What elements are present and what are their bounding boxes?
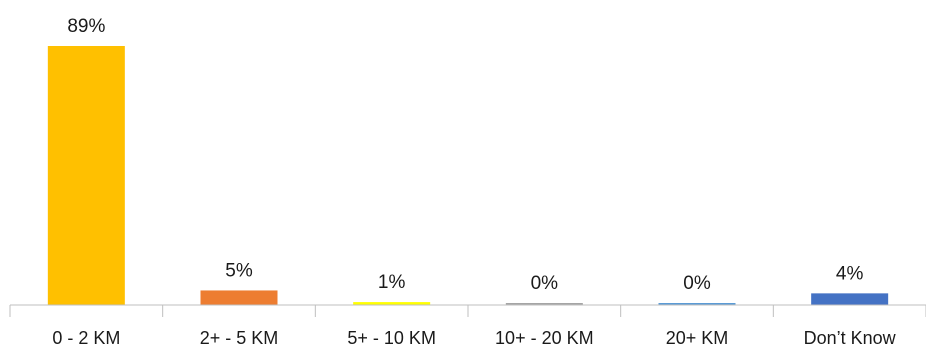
category-label: 10+ - 20 KM (495, 328, 594, 348)
bars-group (47, 46, 889, 305)
category-label: 20+ KM (666, 328, 729, 348)
category-label: 5+ - 10 KM (347, 328, 436, 348)
category-label: 0 - 2 KM (52, 328, 120, 348)
bar (353, 302, 431, 305)
data-label: 89% (67, 16, 105, 37)
value-labels-group: 89% 5% 1% 0% 0% 4% (67, 16, 863, 294)
bar (505, 303, 583, 305)
data-label: 1% (378, 272, 406, 293)
category-label: 2+ - 5 KM (200, 328, 279, 348)
bar (811, 293, 889, 305)
bar (200, 290, 278, 305)
bar (658, 303, 736, 305)
data-label: 5% (225, 260, 253, 281)
data-label: 4% (836, 263, 864, 284)
x-axis-ticks-group (9, 305, 926, 317)
data-label: 0% (683, 273, 711, 294)
data-label: 0% (531, 273, 559, 294)
category-labels-group: 0 - 2 KM 2+ - 5 KM 5+ - 10 KM 10+ - 20 KM 20… (52, 328, 896, 348)
category-label: Don’t Know (804, 328, 897, 348)
bar (47, 46, 125, 305)
